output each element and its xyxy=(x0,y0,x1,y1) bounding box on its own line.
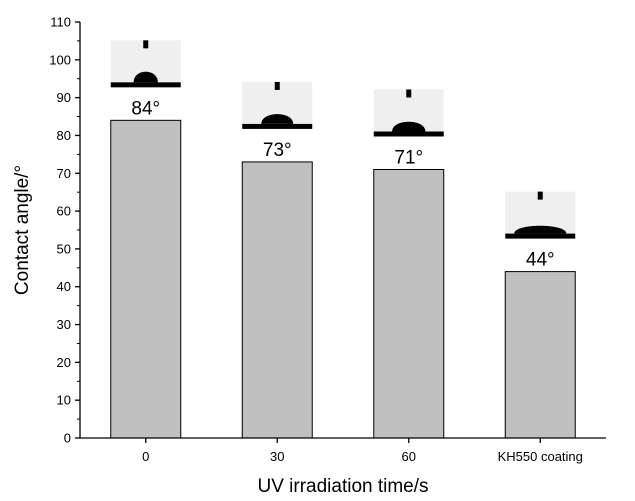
y-tick-label: 90 xyxy=(57,90,71,105)
data-labels-layer: 84° 73° 71° 44° xyxy=(131,98,554,270)
y-tick-label: 100 xyxy=(49,52,71,67)
y-axis-title: Contact angle/° xyxy=(12,165,33,295)
water-droplet-photo-60 xyxy=(373,89,444,137)
x-tick-label-30: 30 xyxy=(270,449,284,464)
bar-30 xyxy=(241,161,313,439)
y-tick-label: 110 xyxy=(50,15,71,30)
x-ticks-layer: 0 30 60 KH550 coating xyxy=(142,438,583,464)
bar-0 xyxy=(110,119,182,439)
bar-60 xyxy=(373,168,445,439)
data-label-0: 84° xyxy=(131,98,160,119)
y-tick-label: 60 xyxy=(57,204,71,219)
data-label-60: 71° xyxy=(394,147,423,168)
data-label-30: 73° xyxy=(263,140,292,161)
data-label-kh550-coating: 44° xyxy=(526,250,555,271)
y-tick-label: 10 xyxy=(57,393,71,408)
water-droplet-photo-0 xyxy=(110,40,181,88)
y-tick-label: 30 xyxy=(57,317,71,332)
y-ticks-layer: 0 10 20 30 40 50 60 70 80 90 100 110 xyxy=(49,15,80,446)
y-tick-label: 50 xyxy=(57,241,71,256)
y-tick-label: 40 xyxy=(57,279,71,294)
y-tick-label: 80 xyxy=(57,128,71,143)
water-droplet-photo-kh550-coating xyxy=(505,191,576,239)
droplet-insets-layer xyxy=(110,40,576,239)
water-droplet-photo-30 xyxy=(242,81,313,129)
y-tick-label: 20 xyxy=(57,355,71,370)
y-tick-label: 0 xyxy=(64,431,71,446)
x-tick-label-kh550-coating: KH550 coating xyxy=(498,449,583,464)
bars-layer xyxy=(110,119,576,439)
x-axis-title: UV irradiation time/s xyxy=(257,476,428,497)
y-tick-label: 70 xyxy=(57,166,71,181)
x-tick-label-0: 0 xyxy=(142,449,149,464)
x-tick-label-60: 60 xyxy=(402,449,416,464)
bar-kh550-coating xyxy=(504,271,576,439)
